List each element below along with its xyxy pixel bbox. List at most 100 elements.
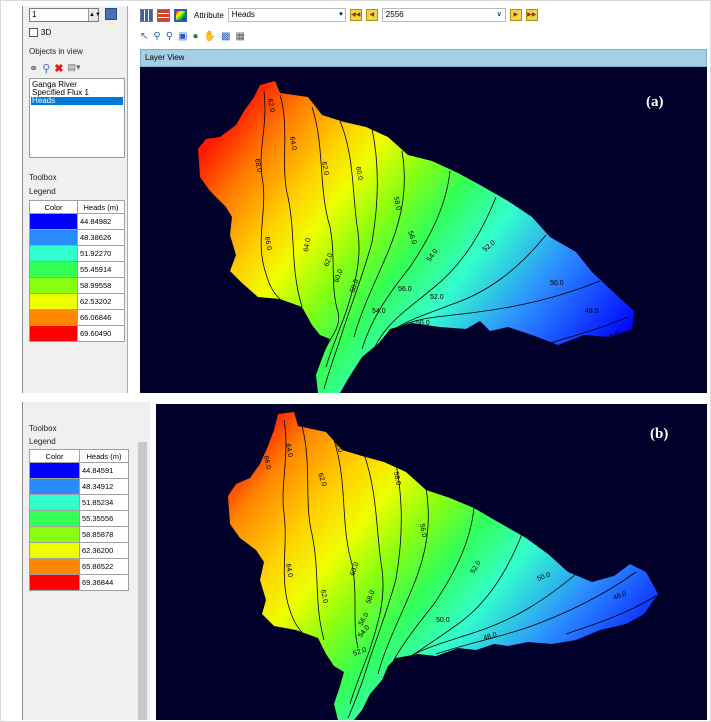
select-arrow-icon[interactable]: ↖ — [140, 30, 149, 42]
contour-label: 56.0 — [418, 523, 427, 538]
legend-row: 65.86522 — [29, 558, 129, 575]
legend-value: 58.85878 — [79, 526, 129, 543]
layers-icon[interactable]: ▩ — [221, 30, 231, 42]
legend-row: 58.85878 — [29, 526, 129, 543]
zoom-out-icon[interactable]: ⚲ — [165, 30, 174, 42]
legend-value: 55.35556 — [79, 510, 129, 527]
contour-label: 50.0 — [536, 572, 551, 583]
attribute-value: Heads — [231, 10, 255, 19]
contour-label: 58.0 — [392, 196, 401, 211]
attribute-select[interactable]: Heads — [227, 8, 346, 22]
contour-label: 52.0 — [430, 294, 444, 301]
contour-label: 58.0 — [365, 589, 376, 604]
legend-row: 48.38626 — [29, 229, 125, 246]
legend-value-header: Heads (m) — [77, 200, 125, 214]
legend-header-row: Color Heads (m) — [29, 449, 129, 463]
color-map-icon[interactable] — [174, 8, 187, 22]
fit-view-icon[interactable]: ▦ — [235, 30, 245, 42]
panel-tag: (a) — [646, 94, 664, 110]
contour-label: 56.0 — [406, 230, 417, 245]
last-step-icon[interactable]: ▶▶ — [525, 9, 538, 21]
layer-spinner[interactable]: 1 ▲▼ — [29, 8, 101, 22]
legend-value: 51.85234 — [79, 494, 129, 511]
legend-value: 66.06846 — [77, 309, 125, 326]
next-step-icon[interactable]: ▶ — [509, 9, 522, 21]
legend-value: 62.36200 — [79, 542, 129, 559]
panel-tag: (b) — [650, 426, 669, 442]
legend-row: 44.84982 — [29, 213, 125, 230]
legend-row: 51.92270 — [29, 245, 125, 262]
prev-step-icon[interactable]: ◀ — [365, 9, 378, 21]
legend-color-header: Color — [29, 449, 80, 463]
legend-color-swatch — [29, 293, 78, 310]
legend-row: 69.36844 — [29, 574, 129, 591]
heads-contour-map[interactable]: 66.0 64.0 60.0 62.0 58.0 56.0 52.0 50.0 … — [156, 404, 707, 720]
model-domain — [198, 81, 634, 393]
legend-label: Legend — [29, 437, 56, 446]
contour-label: 52.0 — [352, 647, 367, 658]
checkbox-box[interactable] — [29, 28, 38, 37]
legend-value: 69.36844 — [79, 574, 129, 591]
layer-select-icon[interactable] — [105, 8, 117, 20]
legend-color-swatch — [29, 213, 78, 230]
zoom-in-icon[interactable]: ⚲ — [153, 30, 161, 42]
attribute-label: Attribute — [194, 10, 224, 20]
list-item[interactable]: Ganga River — [32, 80, 77, 89]
list-item-selected[interactable]: Heads — [31, 97, 123, 105]
globe-icon[interactable]: ● — [192, 30, 199, 42]
legend-color-swatch — [29, 526, 80, 543]
legend-row: 48.34912 — [29, 478, 129, 495]
list-item[interactable]: Specified Flux 1 — [32, 88, 89, 97]
contour-label: 54.0 — [372, 308, 386, 315]
objects-list[interactable]: Ganga River Specified Flux 1 Heads — [29, 78, 125, 158]
scrollbar[interactable] — [138, 442, 147, 720]
contour-label: 62.0 — [320, 161, 329, 176]
legend-color-swatch — [29, 245, 78, 262]
contour-label: 64.0 — [284, 563, 293, 578]
layer-view-title: Layer View — [145, 53, 185, 62]
legend-value: 55.45914 — [77, 261, 125, 278]
layer-view-map[interactable]: 62.0 64.0 68.0 66.0 62.0 60.0 58.0 56.0 … — [140, 67, 707, 393]
contour-label: 66.0 — [263, 236, 272, 251]
delete-icon[interactable]: ✖ — [54, 63, 64, 75]
link-icon[interactable]: ⚭ — [29, 63, 39, 75]
search-icon[interactable]: ⚲ — [42, 63, 51, 75]
zoom-extent-icon[interactable]: ▣ — [178, 30, 188, 42]
legend-value: 44.84591 — [79, 462, 129, 479]
contour-label: 58.0 — [392, 471, 401, 486]
contour-label: 50.0 — [550, 280, 564, 287]
left-sidebar: 1 ▲▼ 3D Objects in view ⚭ ⚲ ✖ ▤▾ Ganga R… — [23, 6, 128, 393]
legend-color-header: Color — [29, 200, 78, 214]
contour-label: 64.0 — [284, 443, 293, 458]
panel-b: Toolbox Legend Color Heads (m) 44.84591 4… — [22, 402, 707, 720]
legend-row: 55.45914 — [29, 261, 125, 278]
contour-label: 62.0 — [316, 472, 327, 487]
first-step-icon[interactable]: ◀◀ — [349, 9, 362, 21]
contour-lines — [282, 419, 657, 719]
layer-view-map[interactable]: 66.0 64.0 60.0 62.0 58.0 56.0 52.0 50.0 … — [156, 404, 707, 720]
legend-color-swatch — [29, 510, 80, 527]
legend-table: Color Heads (m) 44.84591 48.34912 51.85234… — [29, 449, 129, 591]
legend-value: 51.92270 — [77, 245, 125, 262]
time-step-select[interactable]: 2556 — [381, 8, 506, 22]
legend-color-swatch — [29, 494, 80, 511]
contour-label: 60.0 — [332, 438, 343, 453]
main-toolbar: Attribute Heads ◀◀ ◀ 2556 ▶ ▶▶ — [140, 6, 538, 24]
legend-color-swatch — [29, 558, 80, 575]
heads-contour-map[interactable]: 62.0 64.0 68.0 66.0 62.0 60.0 58.0 56.0 … — [140, 67, 707, 393]
three-d-checkbox[interactable]: 3D — [29, 28, 51, 37]
objects-header: Objects in view — [29, 47, 83, 56]
legend-color-swatch — [29, 229, 78, 246]
legend-color-swatch — [29, 574, 80, 591]
table-icon[interactable] — [157, 8, 170, 22]
contour-label: 68.0 — [253, 158, 262, 173]
contour-label: 60.0 — [354, 166, 363, 181]
legend-color-swatch — [29, 478, 80, 495]
grid-icon[interactable] — [140, 8, 153, 22]
left-sidebar: Toolbox Legend Color Heads (m) 44.84591 4… — [23, 402, 150, 720]
list-options-icon[interactable]: ▤▾ — [67, 62, 81, 72]
pan-hand-icon[interactable]: ✋ — [203, 30, 216, 42]
spinner-arrows[interactable]: ▲▼ — [88, 9, 101, 21]
contour-label: 56.0 — [398, 286, 412, 293]
legend-value: 62.53202 — [77, 293, 125, 310]
